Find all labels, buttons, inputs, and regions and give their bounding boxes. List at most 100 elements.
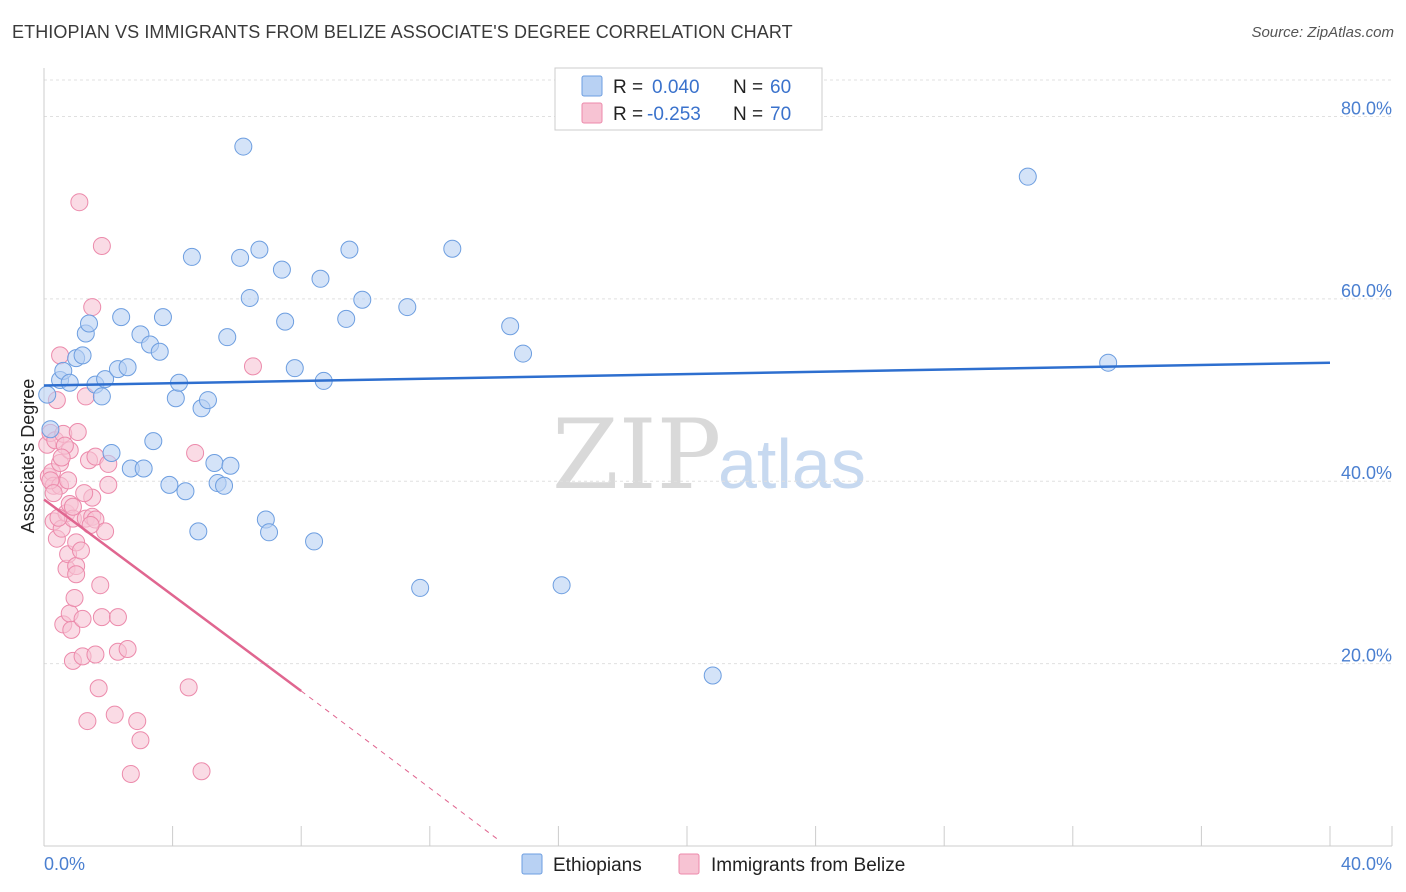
x-tick-label-min: 0.0% xyxy=(44,854,85,874)
belize-point xyxy=(44,484,63,503)
belize-point xyxy=(92,608,111,627)
ethiopian-point xyxy=(160,475,179,494)
correlation-legend: R = 0.040 N = 60 R = -0.253 N = 70 xyxy=(554,67,823,131)
ethiopian-point xyxy=(221,456,240,475)
ethiopian-point xyxy=(234,137,253,156)
ethiopian-point xyxy=(198,391,217,410)
ethiopian-point xyxy=(514,344,533,363)
source-label: Source: ZipAtlas.com xyxy=(1251,24,1394,41)
ethiopian-point xyxy=(272,260,291,279)
legend-r-label-2: R = xyxy=(613,104,643,125)
belize-point xyxy=(243,357,262,376)
ethiopian-point xyxy=(1018,167,1037,186)
belize-point xyxy=(131,731,150,750)
ethiopian-point xyxy=(41,420,60,439)
belize-point xyxy=(67,565,86,584)
belize-point xyxy=(186,443,205,462)
belize-point xyxy=(68,422,87,441)
axes xyxy=(43,68,1392,847)
belize-point xyxy=(78,712,97,731)
belize-point xyxy=(75,484,94,503)
chart-title: ETHIOPIAN VS IMMIGRANTS FROM BELIZE ASSO… xyxy=(12,22,793,42)
x-tick-label-max: 40.0% xyxy=(1341,854,1392,874)
watermark-atlas: atlas xyxy=(718,425,866,503)
watermark-zip: ZIP xyxy=(552,399,721,511)
ethiopian-point xyxy=(305,532,324,551)
ethiopian-point xyxy=(205,454,224,472)
belize-point xyxy=(70,193,89,212)
ethiopian-point xyxy=(703,666,722,685)
ethiopian-point xyxy=(134,459,153,478)
ethiopian-point xyxy=(182,247,201,266)
ethiopian-point xyxy=(92,387,111,406)
legend-r-value-2: -0.253 xyxy=(647,104,701,125)
belize-point xyxy=(51,346,70,365)
belize-point xyxy=(62,620,81,639)
legend-swatch-ethiopians xyxy=(581,75,603,97)
belize-point xyxy=(105,705,124,724)
belize-point xyxy=(179,678,198,697)
belize-point xyxy=(99,475,118,494)
ethiopian-point xyxy=(340,240,359,259)
belize-point xyxy=(121,764,140,783)
belize-point xyxy=(73,609,92,628)
belize-point xyxy=(63,497,82,516)
bottom-legend-belize: Immigrants from Belize xyxy=(711,855,905,876)
bottom-legend-swatch-belize xyxy=(678,853,700,875)
ethiopian-point xyxy=(118,358,137,377)
ethiopian-point xyxy=(285,359,304,378)
legend-swatch-belize xyxy=(581,102,603,124)
belize-trendline xyxy=(43,498,302,692)
trendlines xyxy=(43,361,1331,842)
belize-points xyxy=(38,193,262,783)
ethiopian-point xyxy=(1099,353,1118,372)
legend-n-label-2: N = xyxy=(733,104,763,125)
ethiopian-point xyxy=(38,385,57,404)
ethiopian-point xyxy=(218,328,237,347)
belize-point xyxy=(52,448,71,467)
belize-point xyxy=(71,541,90,560)
ethiopian-point xyxy=(73,346,92,365)
ethiopian-point xyxy=(443,239,462,258)
ethiopian-point xyxy=(353,290,372,309)
y-axis-label: Associate's Degree xyxy=(18,379,38,534)
legend-n-label-1: N = xyxy=(733,77,763,98)
ethiopian-point xyxy=(150,342,169,361)
ethiopian-point xyxy=(112,308,131,327)
belize-point xyxy=(92,236,111,255)
ethiopian-point xyxy=(60,373,79,392)
legend-r-value-1: 0.040 xyxy=(652,77,700,98)
y-tick-labels: 20.0% 40.0% 60.0% 80.0% xyxy=(1341,98,1392,665)
belize-point xyxy=(65,588,84,607)
belize-point xyxy=(118,640,137,659)
y-tick-label: 60.0% xyxy=(1341,281,1392,301)
y-tick-label: 40.0% xyxy=(1341,463,1392,483)
belize-point xyxy=(59,471,78,490)
bottom-legend-swatch-ethiopians xyxy=(521,853,543,875)
belize-point xyxy=(83,298,102,317)
belize-trendline-extension xyxy=(300,690,501,842)
series-legend: Ethiopians Immigrants from Belize xyxy=(521,853,905,876)
ethiopian-point xyxy=(102,443,121,462)
bottom-legend-ethiopians: Ethiopians xyxy=(553,855,642,876)
ethiopian-point xyxy=(240,288,259,307)
ethiopian-point xyxy=(552,576,571,595)
legend-n-value-2: 70 xyxy=(770,104,791,125)
belize-point xyxy=(89,679,108,698)
legend-n-value-1: 60 xyxy=(770,77,791,98)
ethiopian-point xyxy=(144,432,163,451)
ethiopian-point xyxy=(276,312,295,331)
ethiopian-point xyxy=(189,522,208,541)
ethiopian-trendline xyxy=(43,361,1331,387)
belize-point xyxy=(192,762,211,781)
ethiopian-point xyxy=(231,248,250,267)
ethiopian-point xyxy=(337,309,356,328)
ethiopian-point xyxy=(411,578,430,597)
y-tick-label: 20.0% xyxy=(1341,646,1392,666)
legend-r-label-1: R = xyxy=(613,77,643,98)
ethiopian-point xyxy=(176,482,195,501)
ethiopian-point xyxy=(80,314,99,333)
belize-point xyxy=(108,608,127,627)
belize-point xyxy=(86,645,105,664)
